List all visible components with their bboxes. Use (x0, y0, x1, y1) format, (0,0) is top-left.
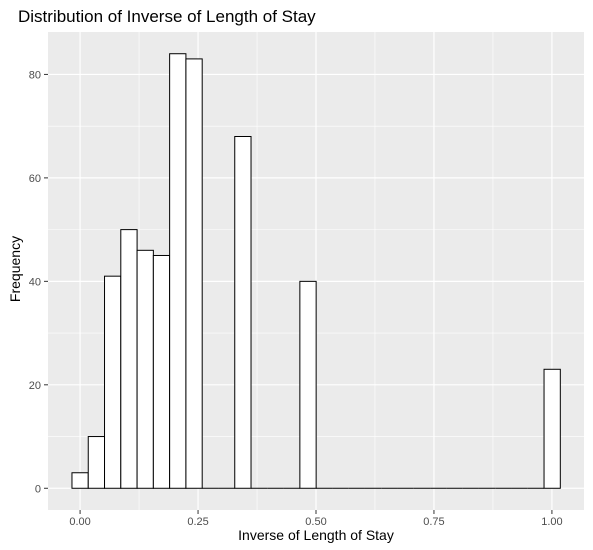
y-tick-label: 0 (35, 483, 41, 495)
x-tick-label: 0.50 (305, 516, 326, 528)
x-tick-label: 0.25 (187, 516, 208, 528)
y-tick-label: 80 (29, 69, 41, 81)
histogram-bar (234, 135, 252, 489)
histogram-bar (104, 275, 122, 489)
chart-title: Distribution of Inverse of Length of Sta… (18, 7, 316, 26)
x-tick-label: 0.00 (69, 516, 90, 528)
x-tick-label: 1.00 (541, 516, 562, 528)
histogram-bar (185, 58, 203, 489)
y-tick-label: 20 (29, 380, 41, 392)
histogram-bar (136, 249, 154, 489)
histogram-bar (71, 472, 89, 489)
x-axis-title: Inverse of Length of Stay (238, 527, 394, 543)
histogram-bar (87, 436, 106, 489)
y-tick-label: 40 (29, 276, 41, 288)
x-tick-label: 0.75 (423, 516, 444, 528)
histogram-bar (120, 229, 138, 489)
y-axis-title: Frequency (7, 236, 23, 302)
y-axis-ticks: 0 20 40 60 80 (29, 69, 48, 495)
x-axis-ticks: 0.00 0.25 0.50 0.75 1.00 (69, 510, 563, 528)
histogram-bar (169, 53, 187, 489)
y-tick-label: 60 (29, 173, 41, 185)
histogram-bar (543, 368, 561, 489)
histogram-bar (152, 254, 171, 489)
histogram-bar (299, 280, 317, 489)
histogram-bars (71, 53, 561, 489)
